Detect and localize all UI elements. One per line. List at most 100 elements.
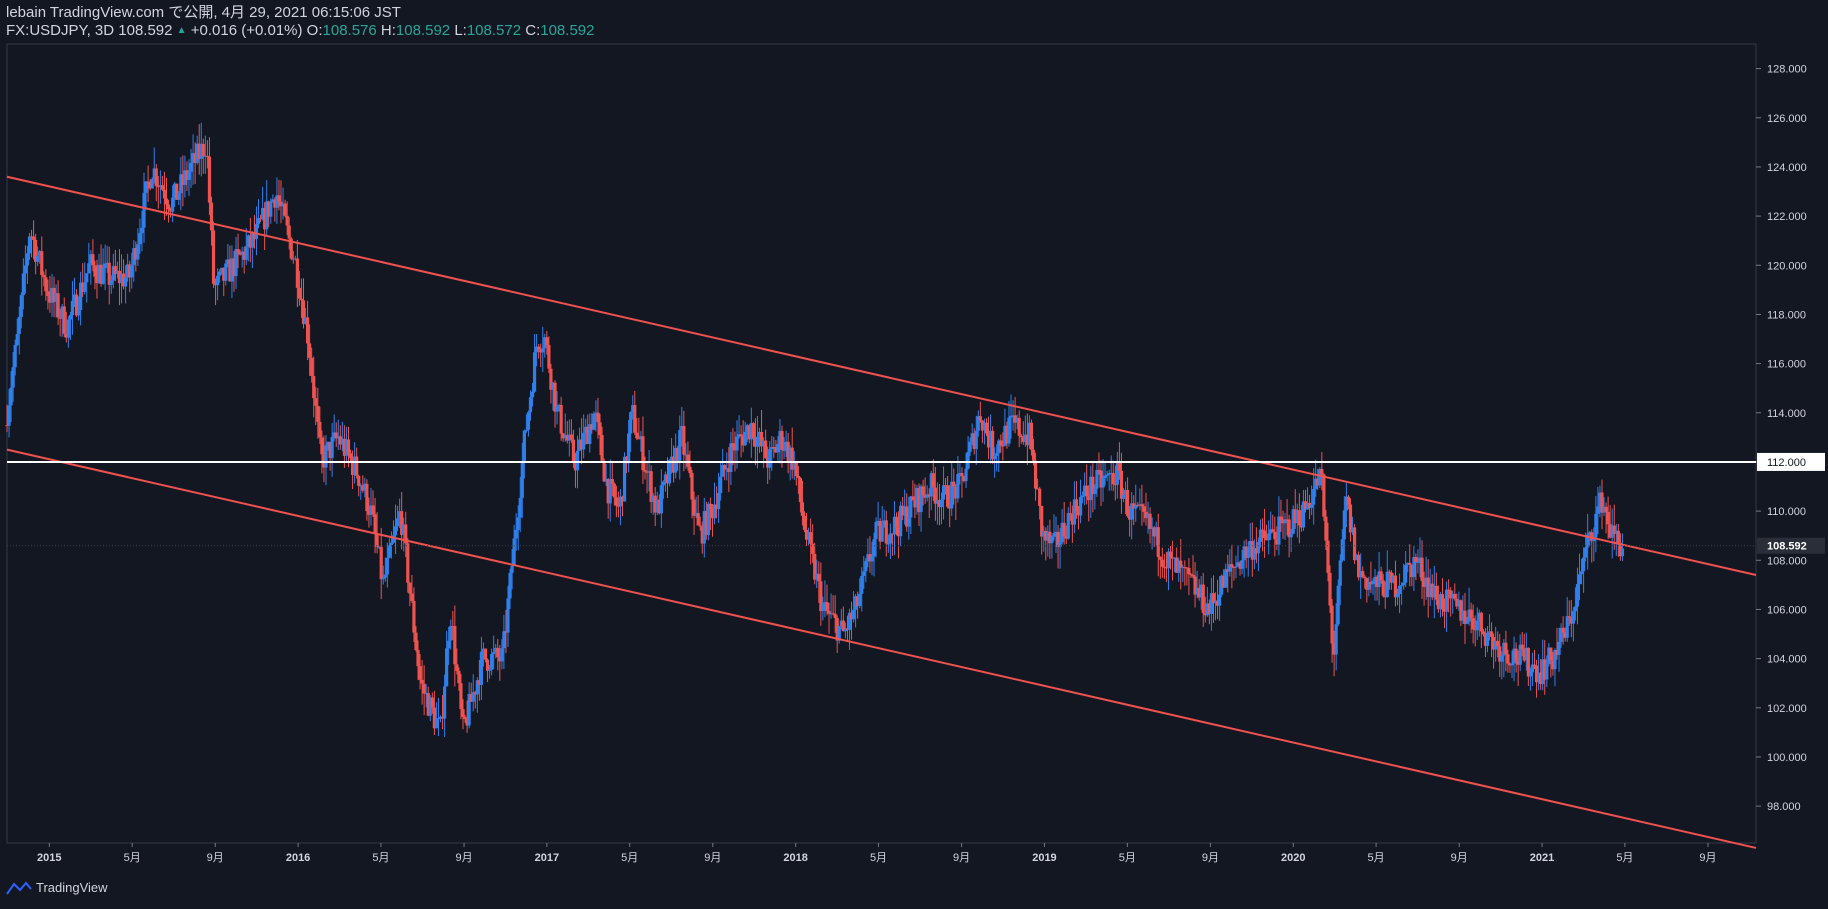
candle bbox=[1479, 611, 1483, 649]
candle bbox=[46, 279, 50, 310]
candle bbox=[684, 443, 688, 469]
candle bbox=[334, 422, 338, 448]
candle bbox=[751, 421, 755, 447]
time-axis[interactable]: 2015 5月 9月 2016 5月 9月 2017 5月 9月 2018 5月 9月 2019 5月 9月… bbox=[37, 843, 1717, 864]
candle bbox=[1195, 570, 1199, 599]
candle bbox=[633, 390, 637, 435]
candle bbox=[15, 318, 19, 347]
candle bbox=[1477, 609, 1481, 637]
candle bbox=[1134, 484, 1138, 522]
candle bbox=[195, 135, 199, 165]
candle bbox=[1571, 607, 1575, 642]
candle bbox=[999, 434, 1003, 453]
candle bbox=[1183, 560, 1187, 586]
candle bbox=[1498, 633, 1502, 677]
candle bbox=[291, 250, 295, 264]
candle bbox=[1123, 481, 1128, 515]
candle bbox=[66, 316, 70, 348]
candle bbox=[1246, 541, 1250, 577]
trendline[interactable] bbox=[6, 175, 1757, 577]
candle bbox=[58, 308, 62, 337]
candle bbox=[1355, 553, 1359, 561]
candle bbox=[739, 425, 743, 458]
candle bbox=[164, 177, 169, 216]
candle bbox=[952, 468, 956, 505]
candle bbox=[539, 343, 543, 368]
candle bbox=[649, 465, 653, 514]
candle bbox=[1422, 571, 1426, 606]
candle bbox=[894, 512, 899, 536]
candle bbox=[168, 207, 173, 218]
candle bbox=[950, 461, 954, 516]
candle bbox=[1144, 492, 1148, 526]
candle bbox=[622, 452, 627, 502]
trendline[interactable] bbox=[6, 448, 1757, 849]
candle bbox=[1299, 504, 1303, 532]
candle bbox=[1262, 508, 1267, 558]
candle bbox=[224, 259, 228, 286]
candle bbox=[475, 677, 479, 713]
candle bbox=[1164, 551, 1169, 582]
candle bbox=[1036, 478, 1040, 490]
candle bbox=[866, 538, 870, 568]
candle bbox=[1074, 481, 1079, 519]
candle bbox=[1357, 551, 1361, 581]
symbol-label[interactable]: FX:USDJPY, 3D bbox=[6, 22, 115, 39]
candle bbox=[1293, 489, 1297, 530]
candle bbox=[1103, 462, 1107, 486]
candle bbox=[929, 470, 933, 511]
candle bbox=[1461, 595, 1465, 624]
candle bbox=[698, 516, 702, 531]
candle bbox=[956, 456, 960, 503]
candle bbox=[29, 229, 34, 258]
candle bbox=[1594, 496, 1598, 553]
price-axis[interactable]: 98.000 100.000 102.000 104.000 106.000 108.00… bbox=[1756, 64, 1825, 814]
candle bbox=[1395, 588, 1400, 606]
candle bbox=[434, 702, 439, 729]
candle bbox=[1524, 632, 1528, 671]
candle bbox=[645, 462, 649, 494]
time-tick-label: 2015 bbox=[37, 852, 61, 864]
candle bbox=[1473, 615, 1477, 647]
price-tick-label: 104.000 bbox=[1767, 654, 1807, 666]
candle bbox=[1563, 627, 1567, 642]
high-label: H: bbox=[380, 22, 396, 39]
candle bbox=[700, 521, 704, 554]
candle bbox=[1557, 627, 1561, 672]
candle bbox=[537, 344, 541, 359]
candle bbox=[1428, 568, 1432, 607]
candle bbox=[1322, 473, 1326, 521]
candle bbox=[997, 438, 1001, 472]
candle bbox=[831, 595, 835, 616]
candle bbox=[1379, 566, 1383, 584]
candle bbox=[398, 498, 402, 529]
candle bbox=[1510, 650, 1514, 678]
candle bbox=[483, 648, 488, 663]
candle bbox=[473, 690, 477, 709]
candle bbox=[563, 413, 567, 442]
candle bbox=[1391, 573, 1396, 584]
candle bbox=[201, 138, 205, 174]
candle bbox=[635, 418, 639, 441]
candle bbox=[1248, 523, 1252, 558]
candle bbox=[741, 420, 745, 453]
candle bbox=[672, 445, 676, 483]
candle bbox=[743, 421, 747, 447]
candle bbox=[226, 243, 230, 268]
candle bbox=[590, 413, 594, 434]
candle bbox=[177, 191, 181, 206]
candle bbox=[962, 475, 966, 483]
candle bbox=[1596, 486, 1600, 535]
candle bbox=[332, 414, 336, 442]
candle bbox=[115, 261, 120, 279]
candle bbox=[258, 214, 263, 222]
candle bbox=[976, 410, 980, 437]
candle bbox=[275, 177, 279, 224]
candle bbox=[1260, 518, 1265, 552]
candle bbox=[923, 477, 927, 504]
candle bbox=[72, 277, 77, 307]
candle bbox=[54, 284, 58, 318]
candle bbox=[565, 421, 569, 444]
time-tick-label: 5月 bbox=[1616, 852, 1633, 864]
